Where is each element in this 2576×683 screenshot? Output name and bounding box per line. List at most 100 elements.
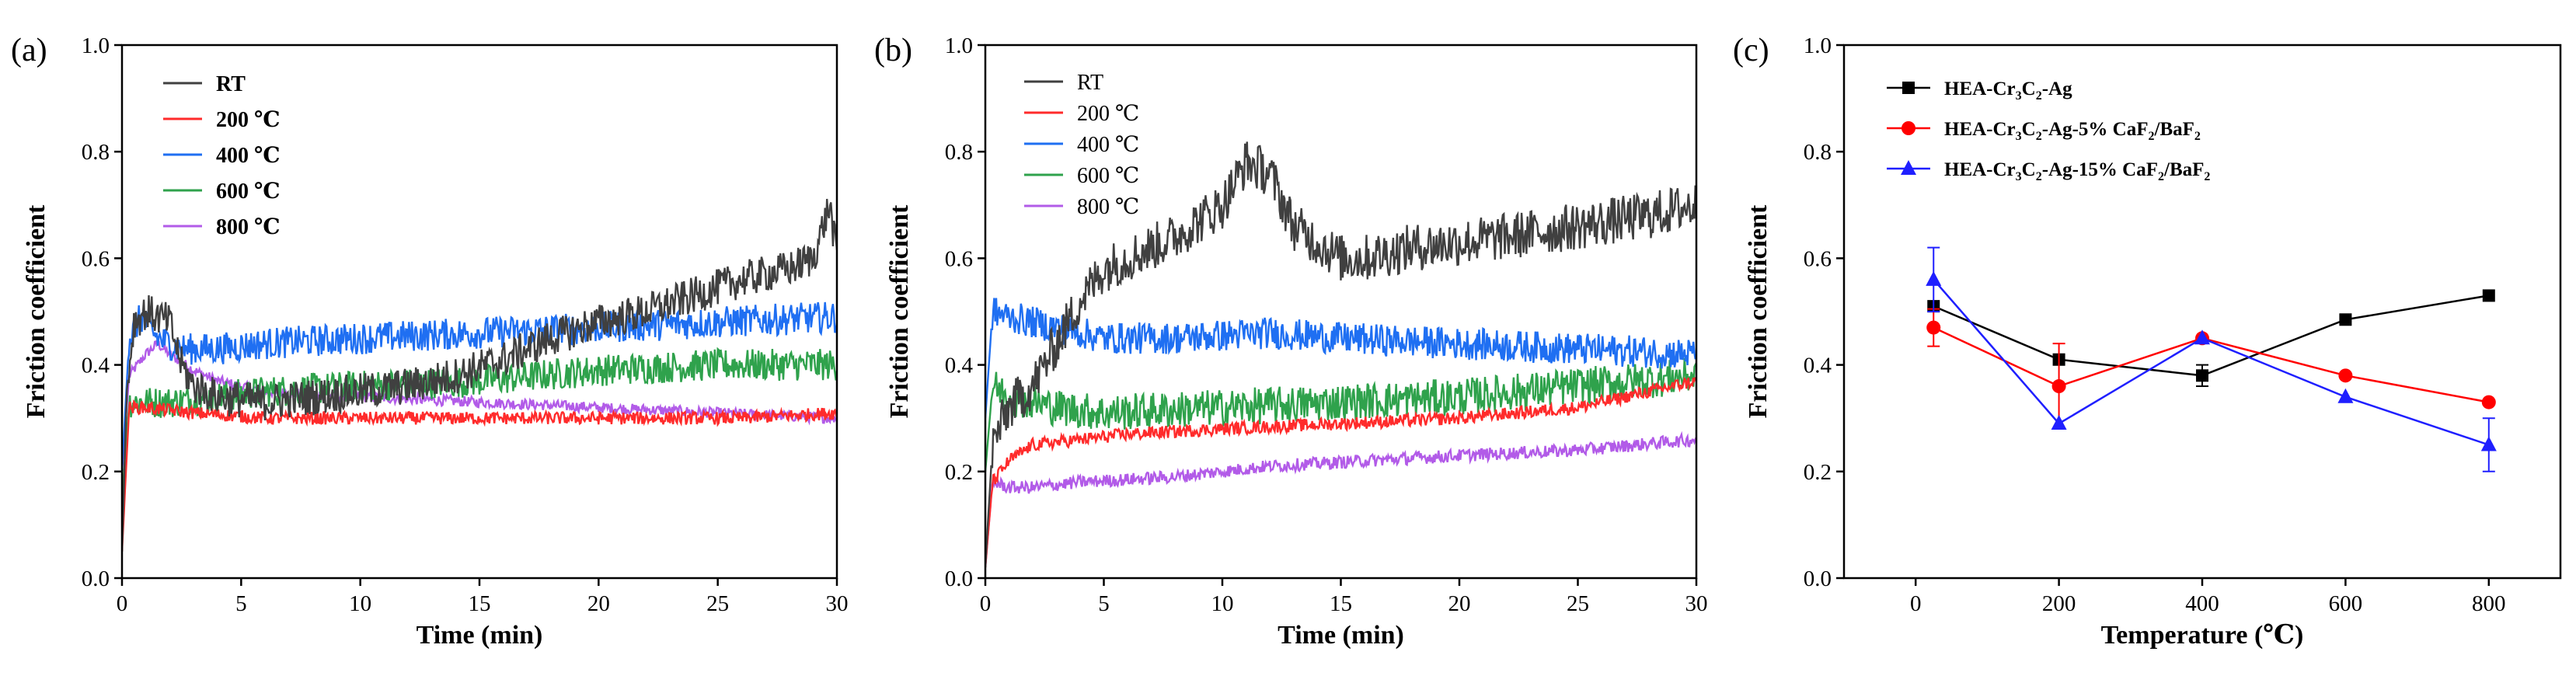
legend-text: /BaF — [2163, 159, 2204, 180]
x-tick-label: 400 — [2185, 591, 2219, 616]
data-point — [2338, 368, 2353, 383]
legend-label: HEA-Cr3C2-Ag — [1944, 78, 2072, 103]
x-tick-label: 30 — [1685, 591, 1708, 616]
data-point — [2051, 415, 2067, 430]
legend-text: HEA-Cr — [1944, 78, 2016, 99]
y-axis-label: Friction coefficient — [885, 204, 914, 418]
series-line-rt — [985, 141, 1696, 568]
panel-b: (b) 0.0 0.2 0.4 0.6 0.8 1.0 0 5 10 15 20 25 30 Time (m… — [874, 33, 1708, 650]
legend-subscript: 2 — [2204, 170, 2210, 183]
y-tick-label: 0.4 — [82, 354, 110, 378]
legend-text: -Ag-15% CaF — [2042, 159, 2158, 180]
panel-a: (a) 0.0 0.2 0.4 0.6 0.8 1.0 0 5 10 15 20 25 30 Time (m… — [11, 33, 849, 650]
legend-label: 200 ℃ — [1077, 102, 1139, 126]
legend-subscript: 2 — [2036, 130, 2042, 143]
series-line-600 — [122, 347, 837, 499]
series-line — [1933, 326, 2490, 403]
plot-frame — [120, 44, 838, 580]
x-tick-label: 800 — [2472, 591, 2506, 616]
x-axis-label: Time (min) — [1278, 621, 1404, 650]
data-point — [2480, 436, 2497, 451]
series-triangle — [1926, 246, 2497, 472]
data-point — [2194, 329, 2210, 345]
y-tick-label: 0.2 — [82, 460, 110, 485]
x-tick-label: 25 — [706, 591, 729, 616]
x-tick-label: 5 — [235, 591, 247, 616]
x-tick-label: 600 — [2329, 591, 2363, 616]
y-tick-label: 0.2 — [945, 460, 973, 485]
legend-label: 400 ℃ — [216, 144, 281, 168]
series-line-200 — [122, 399, 837, 552]
x-tick-label: 0 — [117, 591, 128, 616]
series-line-200 — [985, 376, 1696, 568]
legend-text: C — [2022, 119, 2036, 140]
x-axis-label: Temperature (℃) — [2101, 621, 2304, 650]
legend-subscript: 2 — [2149, 130, 2155, 143]
legend-label: 600 ℃ — [1077, 164, 1139, 188]
x-tick-label: 200 — [2042, 591, 2076, 616]
series-line-600 — [985, 357, 1696, 472]
legend-text: -Ag-5% CaF — [2042, 119, 2149, 140]
legend-text: -Ag — [2042, 78, 2072, 99]
series-line — [1933, 278, 2490, 446]
y-axis-label: Friction coefficient — [1744, 204, 1773, 418]
y-tick-label: 0.4 — [945, 354, 974, 378]
y-tick-label: 0.0 — [82, 566, 110, 591]
panel-c: (c) 0.0 0.2 0.4 0.6 0.8 1.0 0 200 400 600 800 Temper… — [1733, 33, 2562, 650]
panel-label: (a) — [11, 33, 47, 68]
y-tick-label: 0.6 — [945, 246, 973, 271]
legend-text: C — [2022, 78, 2036, 99]
x-tick-label: 10 — [349, 591, 371, 616]
series-line-800 — [985, 430, 1696, 568]
x-tick-label: 25 — [1567, 591, 1589, 616]
data-point — [2482, 289, 2495, 302]
legend-label: 200 ℃ — [216, 108, 281, 132]
legend-label: 800 ℃ — [1077, 195, 1139, 219]
legend-text: HEA-Cr — [1944, 159, 2016, 180]
y-axis-label: Friction coefficient — [22, 204, 51, 418]
x-tick-label: 20 — [1448, 591, 1471, 616]
y-tick-label: 0.8 — [1804, 140, 1832, 165]
y-tick-label: 1.0 — [82, 33, 110, 58]
y-tick-label: 0.6 — [1804, 246, 1832, 271]
series-line-rt — [122, 198, 837, 552]
legend-subscript: 3 — [2016, 130, 2022, 143]
panel-label: (c) — [1733, 33, 1769, 68]
y-tick-label: 0.6 — [82, 246, 110, 271]
data-point — [1901, 121, 1915, 135]
y-tick-label: 0.8 — [945, 140, 973, 165]
legend-text: /BaF — [2154, 119, 2194, 140]
y-tick-label: 0.8 — [82, 140, 110, 165]
legend-label: 600 ℃ — [216, 179, 281, 204]
data-point — [2481, 395, 2496, 409]
data-point — [2196, 369, 2208, 382]
x-tick-label: 5 — [1098, 591, 1110, 616]
legend-subscript: 2 — [2194, 130, 2201, 143]
data-point — [1926, 270, 1942, 286]
legend-subscript: 3 — [2016, 170, 2022, 183]
x-tick-label: 15 — [469, 591, 491, 616]
data-point — [1901, 160, 1916, 175]
data-point — [2051, 379, 2066, 394]
legend-label: HEA-Cr3C2-Ag-15% CaF2/BaF2 — [1944, 159, 2210, 183]
series-square — [1927, 289, 2495, 388]
y-tick-label: 0.0 — [945, 566, 973, 591]
data-point — [2337, 388, 2354, 403]
data-point — [1926, 320, 1941, 335]
series-line-400 — [122, 301, 837, 472]
legend-text: C — [2022, 159, 2036, 180]
data-point — [1902, 82, 1915, 94]
panel-label: (b) — [874, 33, 912, 68]
y-tick-label: 0.2 — [1804, 460, 1832, 485]
legend-subscript: 2 — [2036, 170, 2042, 183]
legend-text: HEA-Cr — [1944, 119, 2016, 140]
y-tick-label: 0.4 — [1804, 354, 1832, 378]
series-line-400 — [985, 298, 1696, 419]
x-tick-label: 0 — [980, 591, 992, 616]
y-tick-label: 1.0 — [1804, 33, 1832, 58]
x-axis-label: Time (min) — [417, 621, 543, 650]
y-tick-label: 1.0 — [945, 33, 973, 58]
series-line — [1933, 294, 2490, 377]
legend-subscript: 2 — [2158, 170, 2164, 183]
